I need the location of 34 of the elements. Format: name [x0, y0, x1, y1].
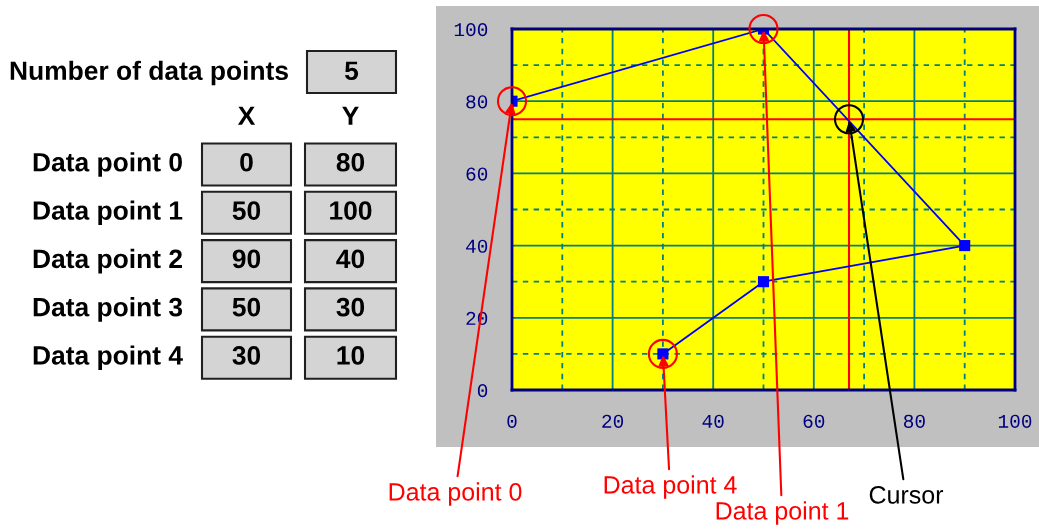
y-tick-label: 40: [466, 239, 488, 253]
x-tick-label: 100: [998, 414, 1032, 428]
text: Data point 0: [33, 152, 182, 177]
text: 50: [232, 201, 261, 220]
text: Y: [342, 106, 359, 125]
x-tick-label: 20: [602, 414, 624, 428]
x-tick-label: 80: [903, 414, 925, 428]
text: Data point 4: [33, 345, 183, 370]
text: 100: [330, 201, 372, 220]
text: X: [237, 106, 256, 125]
y-tick-label: 80: [466, 95, 488, 109]
text: 80: [336, 152, 365, 172]
y-tick-label: 60: [466, 167, 488, 181]
annotation: Data point 1: [716, 501, 849, 525]
text: 5: [344, 61, 359, 81]
text: 10: [337, 346, 365, 365]
text: Number of data points: [10, 60, 288, 86]
annotation: Cursor: [869, 486, 944, 504]
y-tick-label: 100: [454, 23, 488, 37]
text: Data point 2: [33, 248, 182, 274]
x-tick-label: 60: [803, 414, 825, 428]
text: 0: [240, 152, 253, 172]
text: 30: [232, 346, 261, 365]
annotation: Data point 0: [389, 482, 522, 506]
annotation: Data point 4: [604, 475, 737, 499]
text: Data point 3: [33, 297, 183, 322]
x-tick-label: 0: [507, 414, 517, 428]
y-tick-label: 0: [477, 384, 488, 398]
text: 30: [336, 297, 365, 317]
text: Data point 1: [33, 200, 183, 226]
text: 50: [232, 297, 261, 317]
text: 90: [232, 249, 261, 269]
x-tick-label: 40: [702, 414, 724, 428]
text: 40: [336, 249, 365, 269]
